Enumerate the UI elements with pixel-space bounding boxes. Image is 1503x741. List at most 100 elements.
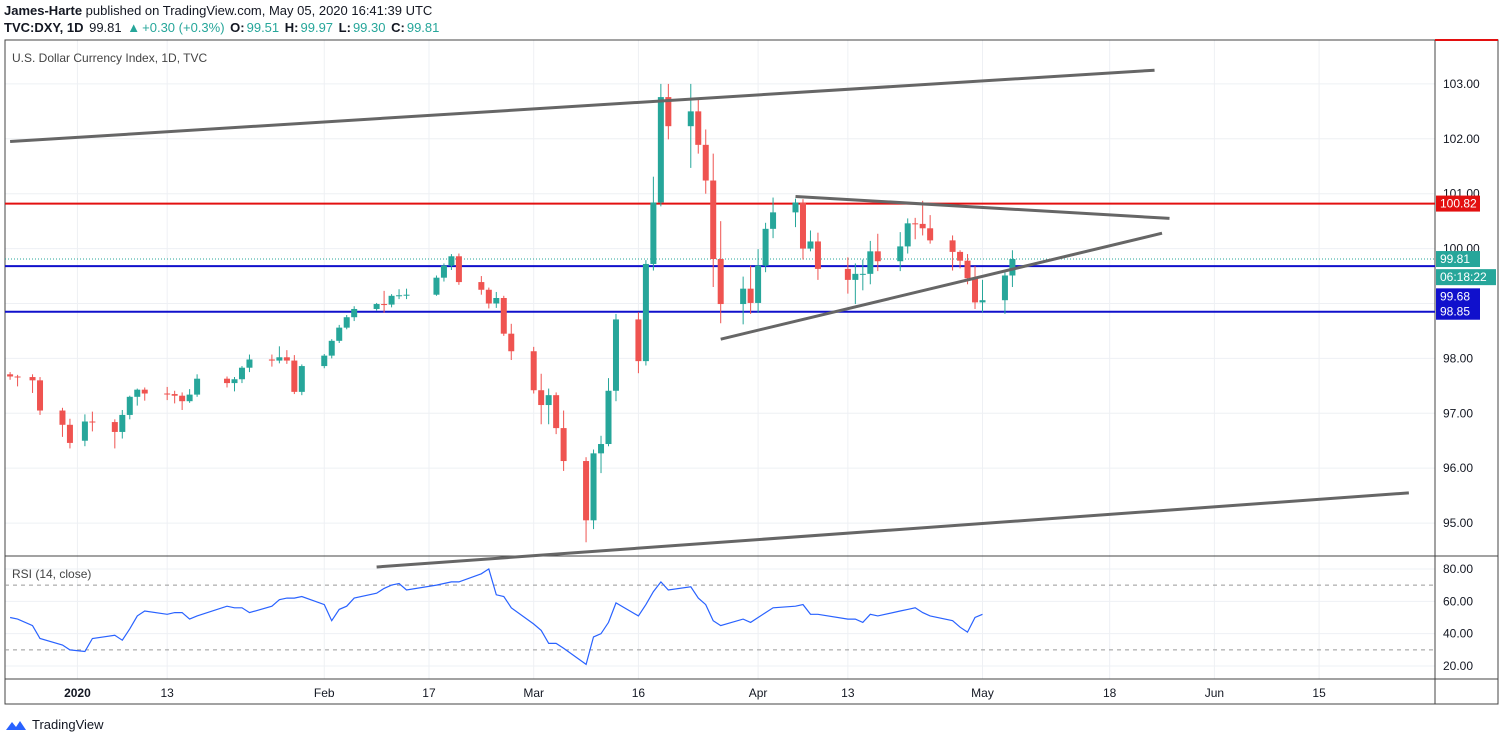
- candle-body: [612, 319, 619, 391]
- candle-body: [231, 379, 238, 384]
- last-price: 99.81: [89, 20, 122, 35]
- rsi-line: [9, 567, 983, 666]
- candle-body: [717, 259, 724, 305]
- candle-body: [979, 300, 986, 303]
- price-label-text: 99.68: [1440, 289, 1470, 303]
- price-label-text: 100.82: [1440, 197, 1477, 211]
- price-scale-labels: 100.82 99.81 06:18:22 99.68 98.85: [1436, 195, 1496, 320]
- candle-body: [972, 278, 979, 303]
- candle-body: [500, 298, 507, 334]
- publish-line: James-Harte published on TradingView.com…: [4, 2, 441, 19]
- candle-body: [59, 410, 66, 425]
- candle-body: [119, 414, 126, 432]
- candle-body: [590, 453, 597, 521]
- candle-body: [448, 256, 455, 266]
- candle-body: [867, 251, 874, 274]
- main-chart-title: U.S. Dollar Currency Index, 1D, TVC: [12, 51, 208, 65]
- chart-header: James-Harte published on TradingView.com…: [4, 2, 441, 36]
- candle-body: [7, 374, 14, 377]
- tradingview-cloud-icon: [6, 720, 26, 730]
- candle-body: [770, 212, 777, 229]
- ohlc-line: TVC:DXY, 1D 99.81 ▲ +0.30 (+0.3%) O: 99.51…: [4, 19, 441, 36]
- close-value: 99.81: [406, 20, 440, 35]
- x-tick-label: Mar: [523, 686, 544, 700]
- candle-body: [702, 144, 709, 181]
- candle-body: [657, 97, 664, 203]
- price-label-text: 06:18:22: [1440, 270, 1487, 284]
- candle-body: [598, 444, 605, 454]
- x-tick-label: Jun: [1205, 686, 1224, 700]
- trend-line[interactable]: [795, 194, 1170, 220]
- rsi-tick-label: 60.00: [1443, 594, 1473, 608]
- candle-body: [605, 390, 612, 445]
- candle-body: [964, 260, 971, 279]
- author-name[interactable]: James-Harte: [4, 3, 83, 18]
- candle-body: [89, 421, 96, 423]
- x-tick-label: 13: [161, 686, 175, 700]
- candle-body: [134, 389, 141, 397]
- footer: TradingView: [4, 717, 104, 732]
- candle-body: [919, 223, 926, 229]
- y-tick-label: 97.00: [1443, 406, 1473, 420]
- candle-body: [291, 360, 298, 392]
- candle-body: [194, 378, 201, 395]
- candle-body: [276, 357, 283, 361]
- price-change: +0.30 (+0.3%): [142, 20, 225, 35]
- grid-lines: [5, 40, 1435, 679]
- price-label-box: [1436, 251, 1480, 268]
- candle-body: [538, 390, 545, 406]
- price-label-box: [1436, 303, 1480, 320]
- candle-body: [792, 202, 799, 213]
- low-value: 99.30: [352, 20, 386, 35]
- candle-body: [710, 180, 717, 260]
- y-tick-label: 98.00: [1443, 351, 1473, 365]
- candle-body: [583, 461, 590, 521]
- candle-body: [762, 228, 769, 266]
- trend-lines[interactable]: [10, 68, 1409, 569]
- footer-brand: TradingView: [32, 717, 104, 732]
- candle-body: [642, 263, 649, 362]
- candle-body: [66, 424, 73, 443]
- candle-body: [381, 304, 388, 306]
- candle-body: [321, 355, 328, 367]
- candle-body: [179, 395, 186, 402]
- candle-body: [37, 380, 44, 411]
- x-tick-label: May: [971, 686, 994, 700]
- candle-body: [246, 359, 253, 368]
- candle-body: [874, 251, 881, 262]
- x-tick-label: 18: [1103, 686, 1117, 700]
- candle-body: [695, 111, 702, 145]
- candle-body: [755, 265, 762, 303]
- candle-body: [799, 202, 806, 249]
- y-tick-label: 102.00: [1443, 132, 1480, 146]
- candle-body: [650, 202, 657, 264]
- high-value: 99.97: [300, 20, 334, 35]
- candle-body: [186, 394, 193, 402]
- candle-body: [164, 393, 171, 395]
- candle-body: [388, 295, 395, 305]
- candle-body: [807, 241, 814, 249]
- up-arrow-icon: ▲: [127, 20, 141, 35]
- candle-body: [433, 277, 440, 295]
- candle-body: [859, 273, 866, 275]
- candle-body: [485, 289, 492, 304]
- candle-body: [403, 294, 410, 296]
- candle-body: [949, 240, 956, 252]
- trend-line[interactable]: [10, 68, 1155, 144]
- trend-line[interactable]: [720, 231, 1163, 341]
- candle-body: [396, 295, 403, 297]
- candle-body: [126, 396, 133, 415]
- rsi-tick-label: 20.00: [1443, 659, 1473, 673]
- x-tick-label: 16: [632, 686, 646, 700]
- candle-body: [1009, 259, 1016, 276]
- candle-body: [904, 223, 911, 247]
- chart-border: [4, 39, 1499, 705]
- open-value: 99.51: [246, 20, 280, 35]
- rsi-title: RSI (14, close): [12, 567, 91, 581]
- candle-body: [740, 288, 747, 305]
- trend-line[interactable]: [376, 491, 1409, 569]
- candle-body: [351, 308, 358, 318]
- x-tick-label: Apr: [749, 686, 768, 700]
- candle-body: [493, 298, 500, 304]
